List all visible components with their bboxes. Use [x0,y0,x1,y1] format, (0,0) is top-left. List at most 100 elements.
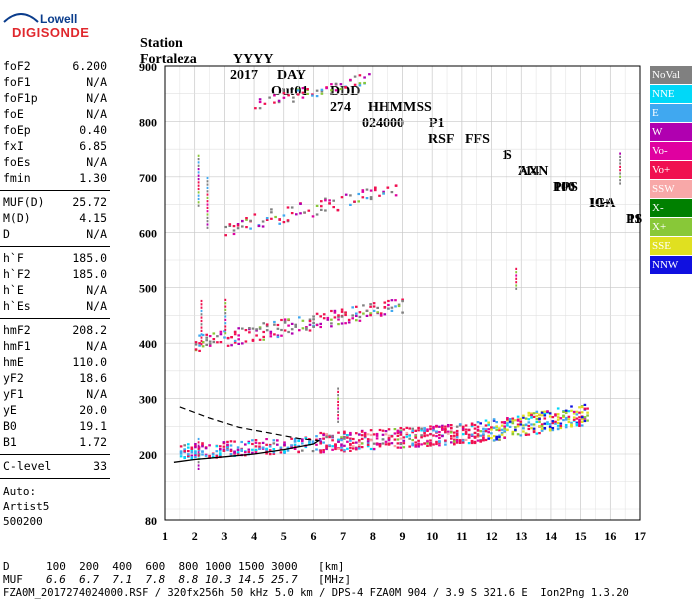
data-point [200,299,203,303]
data-point [432,443,435,446]
data-point [575,424,579,427]
data-point [450,424,453,427]
data-point [263,102,267,105]
logo-lowell: Lowell [40,12,78,26]
data-point [333,311,337,314]
data-point [580,424,584,427]
data-point [556,428,560,431]
data-point [298,316,301,319]
data-point [511,419,515,422]
data-point [206,213,209,216]
divider [0,190,110,191]
data-point [198,349,201,352]
data-point [414,444,417,447]
data-point [261,441,265,444]
data-point [331,445,334,448]
data-point [426,442,429,445]
data-point [438,431,441,434]
data-point [334,444,337,447]
data-point [268,96,271,99]
data-point [328,444,331,447]
data-point [572,410,576,413]
param-row: yF1 N/A [3,387,107,401]
data-point [495,425,498,428]
data-point [233,450,236,453]
data-point [282,96,286,99]
data-point [514,428,517,431]
data-point [287,330,290,334]
data-point [247,440,251,443]
data-point [334,82,338,85]
data-point [268,445,272,448]
data-point [554,422,557,425]
data-point [473,436,477,439]
data-point [197,201,200,204]
param-row: h`Es N/A [3,299,107,313]
data-point [219,333,223,336]
data-point [516,425,520,428]
data-point [583,416,587,419]
x-tick-label: 11 [456,529,467,543]
data-point [492,419,496,422]
data-point [232,229,236,232]
data-point [580,420,584,423]
data-point [324,199,327,202]
param-row: fxI 6.85 [3,139,107,153]
param-row: hmE 110.0 [3,355,107,369]
data-point [222,441,226,444]
data-point [346,434,349,437]
data-point [381,433,385,436]
data-point [396,446,400,449]
data-point [254,445,258,448]
data-point [355,312,358,315]
data-point [540,423,544,426]
data-point [201,345,205,348]
data-point [352,447,355,450]
data-point [337,314,340,317]
data-point [179,445,183,448]
data-point [282,92,286,95]
data-point [532,430,536,434]
data-point [325,87,328,90]
data-point [272,439,276,442]
data-point [362,304,365,307]
data-point [204,454,208,457]
data-point [564,411,568,414]
param-row: fmin 1.30 [3,171,107,185]
data-point [190,457,194,460]
data-point [194,348,198,351]
data-point [396,438,400,441]
data-point [282,214,286,217]
data-point [219,453,222,456]
data-point [383,313,387,316]
file-footer: FZA0M_2017274024000.RSF / 320fx256h 50 k… [3,587,629,599]
data-point [200,303,203,306]
data-point [197,171,200,174]
data-point [258,100,262,104]
data-point [546,410,549,413]
data-point [197,178,200,181]
data-point [429,444,432,447]
data-point [283,441,286,444]
data-point [200,313,203,316]
data-point [390,442,394,445]
data-point [349,442,352,446]
data-point [390,299,394,302]
data-point [527,421,531,424]
chart-axes: 1 2 3 4 5 6 7 8 9 10 11 12 13 14 15 16 17802003004005006… [139,60,646,543]
data-point [490,426,493,429]
data-point [554,420,557,423]
data-point [527,411,531,414]
data-point [290,446,293,449]
data-point [337,414,339,417]
data-point [361,189,365,192]
data-point [282,221,286,224]
data-point [535,415,539,418]
data-point [265,218,269,221]
data-point [369,429,373,432]
data-point [556,413,560,416]
data-point [556,421,560,424]
data-point [208,344,212,347]
data-point [258,445,261,448]
